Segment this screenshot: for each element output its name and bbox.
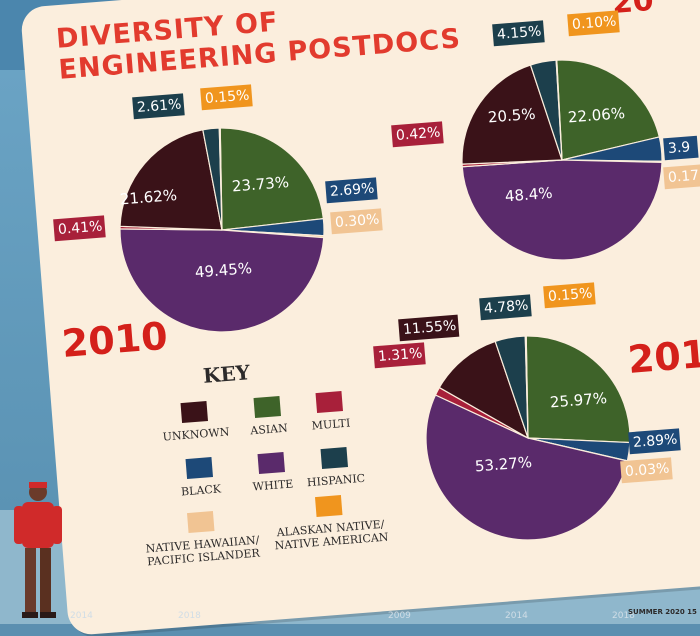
pie-slice <box>556 59 661 161</box>
slice-data-label: 1.31% <box>373 342 426 369</box>
pie-slice <box>461 159 663 261</box>
pie-slice <box>438 340 530 440</box>
timeline-tick: 2018 <box>612 611 635 621</box>
slice-label-box <box>663 164 700 190</box>
key-title: KEY <box>202 360 251 388</box>
timeline-tick: 2014 <box>505 611 528 621</box>
slice-label-text: 0.17 <box>667 168 699 186</box>
slice-label-box <box>628 428 681 455</box>
pie-slice <box>218 127 223 231</box>
slice-data-label: 49.45% <box>194 259 252 281</box>
page-footer: SUMMER 2020 15 <box>628 608 697 616</box>
slice-label-text: 4.15% <box>496 24 542 43</box>
slice-label-text: 0.41% <box>57 219 103 238</box>
slice-data-label: 0.15% <box>200 84 253 111</box>
slice-label-box <box>663 135 699 161</box>
pie-slice <box>524 335 529 439</box>
timeline-tick: 2018 <box>178 611 201 621</box>
key-swatch <box>180 401 208 424</box>
slice-label-text: 0.15% <box>204 88 250 107</box>
key-swatch <box>315 391 343 414</box>
slice-data-label: 2.89% <box>628 428 681 455</box>
pie-slice <box>219 127 325 231</box>
slice-label-text: 25.97% <box>549 389 607 411</box>
slice-data-label: 20.5% <box>487 105 536 127</box>
slice-label-box <box>543 282 596 309</box>
slice-label-text: 49.45% <box>194 259 252 281</box>
slice-data-label: 21.62% <box>119 186 177 208</box>
slice-label-text: 2.61% <box>136 97 182 116</box>
key-item: ALASKAN NATIVE/ NATIVE AMERICAN <box>268 491 392 552</box>
slice-label-box <box>132 93 185 120</box>
slice-label-box <box>200 84 253 111</box>
pie-slice <box>525 335 631 444</box>
slice-label-box <box>330 208 383 235</box>
slice-data-label: 23.73% <box>231 173 289 195</box>
timeline-tick: 2014 <box>70 611 93 621</box>
timeline-tick: 2009 <box>388 611 411 621</box>
slice-label-box <box>53 215 106 242</box>
pie-slice <box>119 228 325 333</box>
slice-label-text: 3.9 <box>667 139 690 157</box>
slice-data-label: 0.03% <box>620 457 673 484</box>
pie-slice <box>461 64 563 165</box>
slice-label-text: 0.15% <box>547 286 593 305</box>
slice-label-box <box>479 294 532 321</box>
slice-label-text: 11.55% <box>402 318 456 338</box>
slice-data-label: 0.30% <box>330 208 383 235</box>
slice-label-text: 4.78% <box>483 298 529 317</box>
slice-data-label: 53.27% <box>474 453 532 475</box>
key-swatch <box>185 457 213 480</box>
slice-label-box <box>373 342 426 369</box>
pie-slice <box>119 129 223 231</box>
slice-label-text: 0.10% <box>571 14 617 33</box>
slice-data-label: 4.15% <box>492 20 545 47</box>
slice-label-box <box>391 121 444 148</box>
slice-label-box <box>325 177 378 204</box>
slice-label-text: 21.62% <box>119 186 177 208</box>
slice-label-text: 2.89% <box>632 432 678 451</box>
slice-label-text: 1.31% <box>377 346 423 365</box>
slice-label-text: 0.42% <box>395 125 441 144</box>
slice-data-label: 2.61% <box>132 93 185 120</box>
slice-data-label: 3.9 <box>663 135 699 161</box>
slice-label-text: 20.5% <box>487 105 536 127</box>
slice-data-label: 4.78% <box>479 294 532 321</box>
slice-data-label: 0.41% <box>53 215 106 242</box>
slice-label-box <box>620 457 673 484</box>
person-illustration <box>14 482 62 618</box>
slice-data-label: 0.17 <box>663 164 700 190</box>
slice-label-text: 48.4% <box>504 184 553 206</box>
slice-label-text: 0.03% <box>624 461 670 480</box>
slice-label-text: 22.06% <box>567 104 625 126</box>
slice-data-label: 11.55% <box>398 314 460 342</box>
pie-slice <box>555 59 563 161</box>
slice-data-label: 0.42% <box>391 121 444 148</box>
slice-data-label: 0.10% <box>567 10 620 37</box>
pie-slice <box>425 394 629 541</box>
key-swatch <box>187 511 215 534</box>
slice-label-text: 0.30% <box>334 212 380 231</box>
slice-data-label: 2.69% <box>325 177 378 204</box>
key-swatch <box>320 447 348 470</box>
key-item: NATIVE HAWAIIAN/ PACIFIC ISLANDER <box>140 507 264 568</box>
slice-label-text: 53.27% <box>474 453 532 475</box>
key-swatch <box>315 495 343 518</box>
slice-label-box <box>567 10 620 37</box>
slice-data-label: 22.06% <box>567 104 625 126</box>
slice-label-box <box>398 314 460 342</box>
slice-label-text: 23.73% <box>231 173 289 195</box>
slice-label-text: 2.69% <box>329 181 375 200</box>
slice-label-box <box>492 20 545 47</box>
slice-data-label: 25.97% <box>549 389 607 411</box>
slice-data-label: 0.15% <box>543 282 596 309</box>
slice-data-label: 48.4% <box>504 184 553 206</box>
